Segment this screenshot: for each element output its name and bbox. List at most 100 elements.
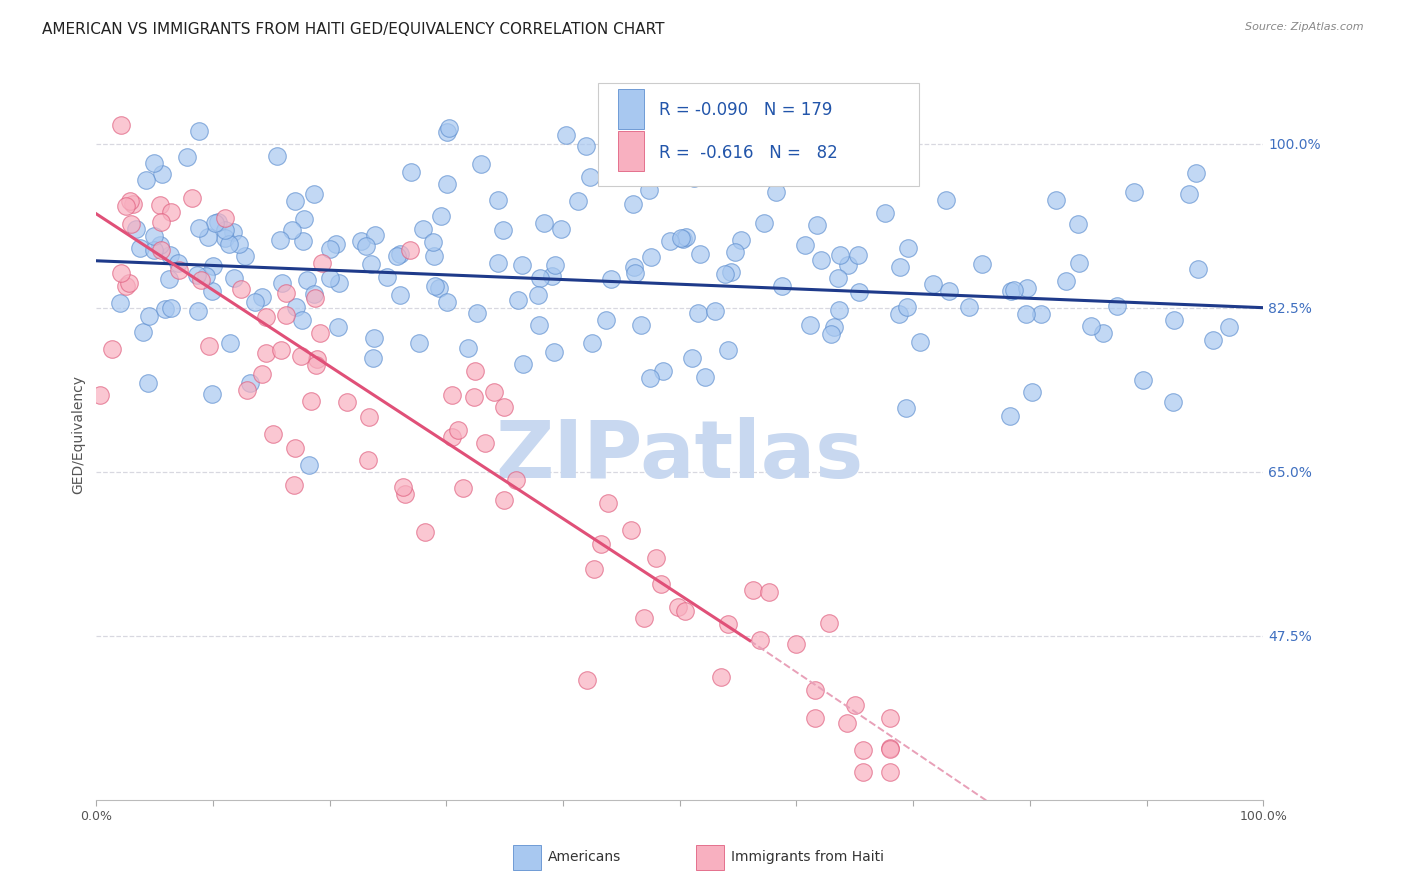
Point xyxy=(1000,285,1022,299)
Point xyxy=(214,211,236,225)
Point xyxy=(297,273,319,287)
Point xyxy=(197,230,219,244)
Point xyxy=(399,243,422,257)
Point xyxy=(136,376,159,391)
Point xyxy=(281,223,304,237)
Point xyxy=(1187,261,1209,276)
Point xyxy=(262,426,284,441)
Point xyxy=(550,222,572,236)
Point xyxy=(132,325,155,339)
Point xyxy=(108,296,131,310)
Point xyxy=(408,335,430,350)
Point xyxy=(284,300,307,314)
Point xyxy=(1161,395,1184,409)
Point xyxy=(269,233,291,247)
Point xyxy=(218,236,240,251)
Point xyxy=(837,258,859,272)
Point xyxy=(470,157,492,171)
Point xyxy=(465,305,488,319)
Point xyxy=(101,342,124,356)
Point xyxy=(129,241,152,255)
Point xyxy=(581,335,603,350)
Point xyxy=(188,221,211,235)
Point xyxy=(221,226,243,240)
Point xyxy=(283,478,305,492)
Point xyxy=(716,343,738,357)
Point xyxy=(638,183,661,197)
Point xyxy=(441,388,464,402)
Point xyxy=(1067,217,1090,231)
Point xyxy=(576,673,599,687)
Point xyxy=(114,198,136,212)
Point xyxy=(683,170,706,185)
Point xyxy=(110,118,132,132)
Point xyxy=(254,345,277,359)
Point xyxy=(464,364,486,378)
Point xyxy=(319,271,342,285)
Point xyxy=(873,205,896,219)
Point xyxy=(846,248,869,262)
Point xyxy=(328,276,350,290)
Point xyxy=(436,125,458,139)
Point xyxy=(1031,307,1053,321)
Point xyxy=(302,186,325,201)
Point xyxy=(233,249,256,263)
Point xyxy=(150,167,173,181)
Point xyxy=(118,276,141,290)
Point xyxy=(423,249,446,263)
Point xyxy=(852,764,875,779)
Point xyxy=(806,218,828,232)
Text: R =  -0.616   N =   82: R = -0.616 N = 82 xyxy=(659,144,838,161)
Point xyxy=(214,223,236,237)
Point xyxy=(1069,255,1091,269)
Point xyxy=(150,243,173,257)
Point xyxy=(682,351,704,366)
Point xyxy=(201,259,224,273)
Point xyxy=(799,318,821,332)
Point xyxy=(659,234,682,248)
Point xyxy=(823,319,845,334)
Point xyxy=(896,300,918,314)
Point xyxy=(938,284,960,298)
Point xyxy=(1015,307,1038,321)
Point xyxy=(149,198,172,212)
Point xyxy=(319,242,342,256)
Point xyxy=(457,342,479,356)
Point xyxy=(894,401,917,415)
Point xyxy=(908,334,931,349)
Point xyxy=(276,308,298,322)
Point xyxy=(935,193,957,207)
Point xyxy=(311,256,333,270)
Point xyxy=(201,386,224,401)
Point xyxy=(758,584,780,599)
Point xyxy=(1185,166,1208,180)
Point xyxy=(555,128,578,142)
Point xyxy=(827,271,849,285)
Point xyxy=(672,232,695,246)
Point xyxy=(166,256,188,270)
Point xyxy=(844,698,866,712)
Point xyxy=(541,268,564,283)
Point xyxy=(785,636,807,650)
Point xyxy=(492,400,515,414)
Point xyxy=(326,320,349,334)
Point xyxy=(600,272,623,286)
Point xyxy=(879,764,901,779)
Point xyxy=(1218,320,1240,334)
Point xyxy=(686,306,709,320)
Point xyxy=(482,384,505,399)
Text: Americans: Americans xyxy=(548,850,621,864)
Point xyxy=(169,262,191,277)
Point xyxy=(762,165,785,179)
Point xyxy=(1002,283,1025,297)
Point xyxy=(533,216,555,230)
Point xyxy=(360,257,382,271)
Point xyxy=(717,616,740,631)
Point xyxy=(118,194,141,209)
Point xyxy=(578,169,600,184)
Point xyxy=(186,268,208,283)
Point xyxy=(703,303,725,318)
Point xyxy=(770,279,793,293)
Point xyxy=(730,233,752,247)
Point xyxy=(298,458,321,472)
